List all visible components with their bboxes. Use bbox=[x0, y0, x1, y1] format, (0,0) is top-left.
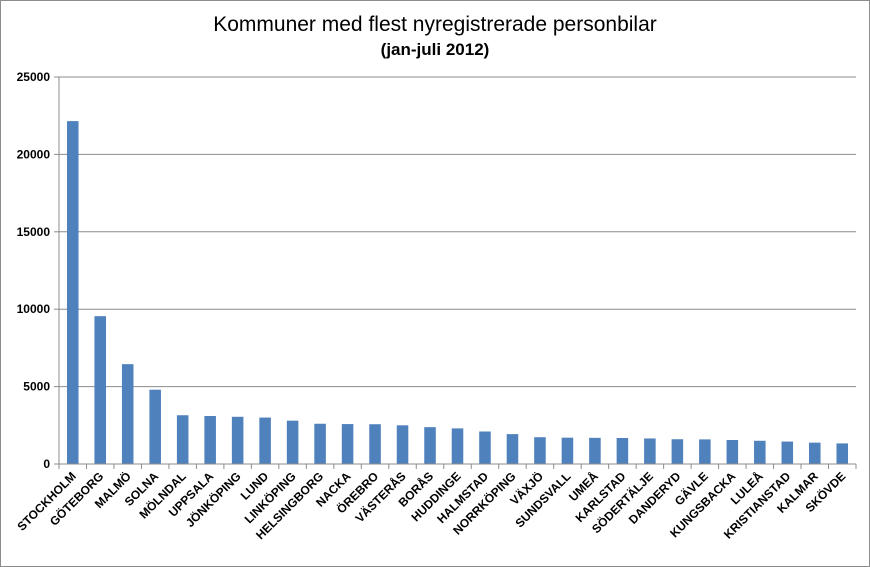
bar bbox=[149, 389, 161, 464]
bar bbox=[66, 121, 79, 465]
bar bbox=[176, 415, 189, 464]
bar bbox=[726, 440, 739, 464]
bar bbox=[369, 424, 381, 464]
bar bbox=[589, 437, 601, 464]
bar bbox=[259, 417, 271, 464]
bar bbox=[94, 316, 106, 464]
bar bbox=[396, 425, 409, 464]
y-tick-label: 25000 bbox=[17, 70, 51, 84]
axes bbox=[58, 77, 856, 469]
bar bbox=[424, 427, 436, 464]
x-axis-labels: STOCKHOLMGÖTEBORGMALMÖSOLNAMÖLNDALUPPSAL… bbox=[14, 464, 857, 542]
bar bbox=[754, 440, 766, 464]
bar bbox=[534, 437, 546, 464]
y-tick-label: 20000 bbox=[17, 147, 51, 161]
bar bbox=[204, 416, 216, 464]
y-axis-ticks: 0 5000 10000 15000 20000 25000 bbox=[17, 70, 59, 471]
bar bbox=[616, 437, 629, 464]
bar bbox=[699, 439, 711, 464]
y-tick-label: 5000 bbox=[23, 380, 50, 394]
y-tick-label: 10000 bbox=[17, 302, 51, 316]
bar bbox=[231, 416, 244, 464]
bar bbox=[121, 364, 134, 464]
chart-subtitle: (jan-juli 2012) bbox=[381, 40, 490, 59]
bar bbox=[314, 423, 326, 464]
bar bbox=[561, 437, 574, 464]
bar bbox=[809, 442, 821, 464]
bar bbox=[479, 431, 491, 464]
bar bbox=[451, 428, 464, 464]
bars bbox=[66, 121, 849, 465]
gridlines bbox=[59, 76, 856, 388]
bar bbox=[836, 443, 849, 464]
bar bbox=[341, 424, 354, 464]
y-tick-label: 0 bbox=[43, 457, 50, 471]
bar bbox=[506, 434, 519, 464]
bar bbox=[644, 438, 656, 464]
bar bbox=[671, 439, 684, 464]
bar bbox=[781, 441, 794, 464]
bar bbox=[286, 420, 299, 464]
y-tick-label: 15000 bbox=[17, 225, 51, 239]
chart-title: Kommuner med flest nyregistrerade person… bbox=[213, 13, 657, 36]
